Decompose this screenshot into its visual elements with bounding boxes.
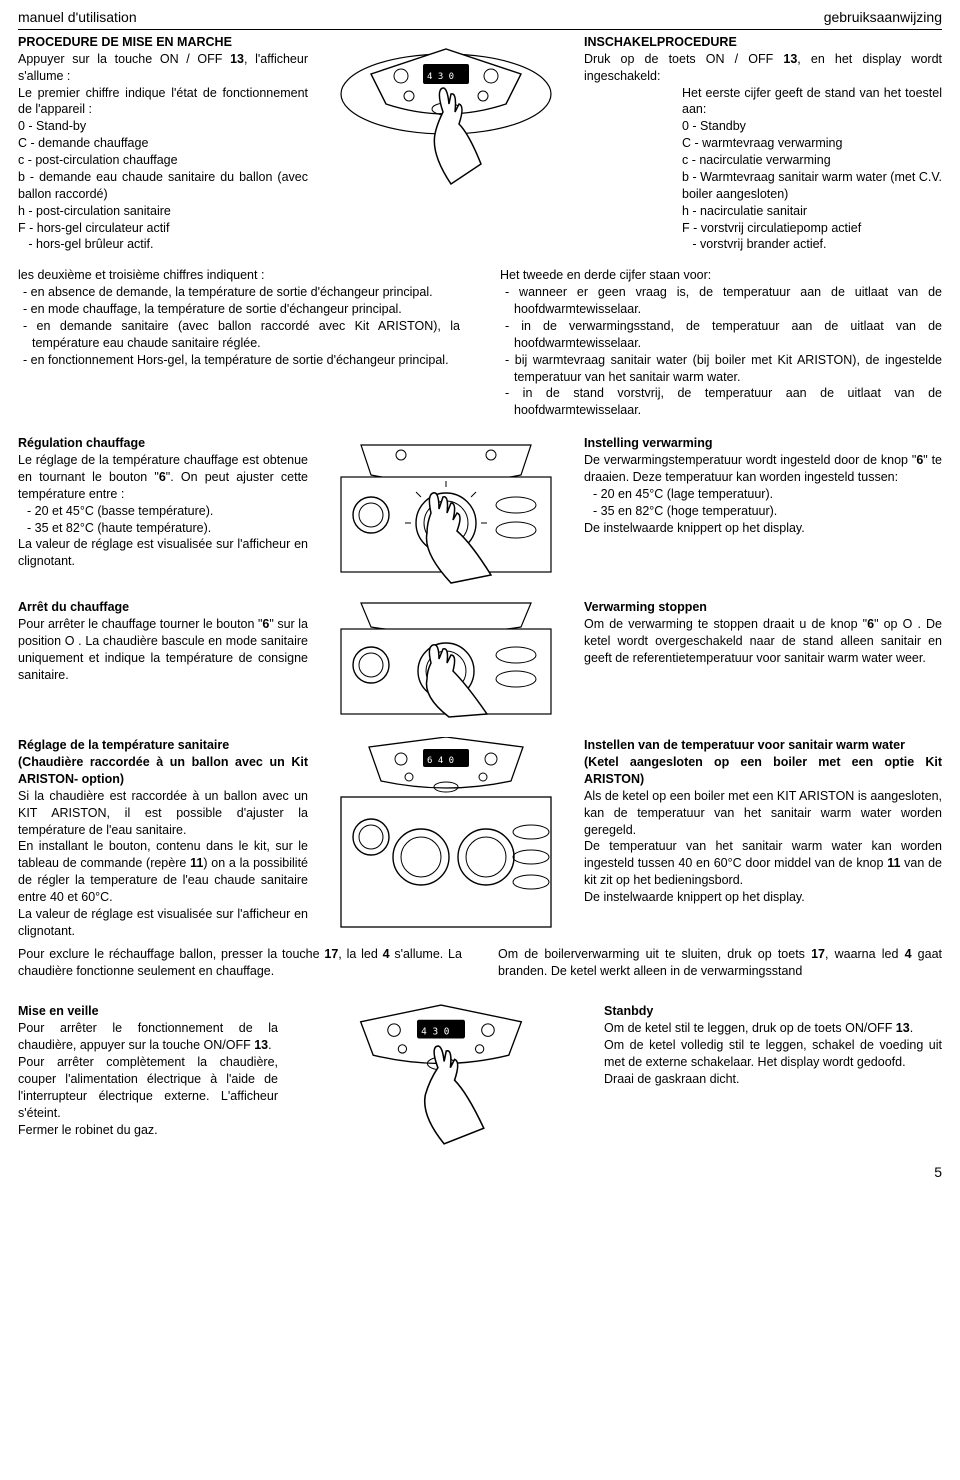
nl-startup-title: INSCHAKELPROCEDURE [584, 35, 737, 49]
header-right: gebruiksaanwijzing [824, 8, 942, 27]
diagram-heating-stop [316, 599, 576, 719]
section-sanitary-tail: Pour exclure le réchauffage ballon, pres… [18, 946, 942, 980]
knob-panel-icon [331, 435, 561, 585]
section-heating-stop: Arrêt du chauffage Pour arrêter le chauf… [18, 599, 942, 719]
knob-panel-icon [331, 599, 561, 719]
full-panel-icon: 6 4 0 [331, 737, 561, 937]
nl-heating-reg: Instelling verwarming De verwarmingstemp… [584, 435, 942, 585]
fr-heating-reg: Régulation chauffage Le réglage de la te… [18, 435, 308, 585]
section-startup: PROCEDURE DE MISE EN MARCHE Appuyer sur … [18, 34, 942, 253]
fr-sanitary: Réglage de la température sanitaire (Cha… [18, 737, 308, 940]
nl-sanitary: Instellen van de temperatuur voor sanita… [584, 737, 942, 940]
fr-startup: PROCEDURE DE MISE EN MARCHE Appuyer sur … [18, 34, 308, 253]
control-panel-icon: 4 3 0 [331, 34, 561, 194]
nl-standby: Stanbdy Om de ketel stil te leggen, druk… [604, 1003, 942, 1149]
fr-standby: Mise en veille Pour arrêter le fonctionn… [18, 1003, 278, 1149]
section-digits: les deuxième et troisième chiffres indiq… [18, 267, 942, 419]
page-header: manuel d'utilisation gebruiksaanwijzing [18, 8, 942, 30]
page-number: 5 [18, 1163, 942, 1182]
fr-sanitary-tail: Pour exclure le réchauffage ballon, pres… [18, 946, 462, 980]
diagram-sanitary: 6 4 0 [316, 737, 576, 940]
nl-startup: INSCHAKELPROCEDURE Druk op de toets ON /… [584, 34, 942, 253]
svg-text:6 4 0: 6 4 0 [427, 756, 454, 766]
diagram-startup: 4 3 0 [316, 34, 576, 253]
nl-heating-stop: Verwarming stoppen Om de verwarming te s… [584, 599, 942, 719]
fr-startup-title: PROCEDURE DE MISE EN MARCHE [18, 35, 232, 49]
section-sanitary: Réglage de la température sanitaire (Cha… [18, 737, 942, 940]
svg-text:4 3 0: 4 3 0 [427, 72, 454, 82]
header-left: manuel d'utilisation [18, 8, 137, 27]
diagram-standby: 4 3 0 [286, 1003, 596, 1149]
control-panel-icon: 4 3 0 [321, 1003, 561, 1149]
fr-heating-stop: Arrêt du chauffage Pour arrêter le chauf… [18, 599, 308, 719]
fr-digits: les deuxième et troisième chiffres indiq… [18, 267, 460, 419]
section-standby: Mise en veille Pour arrêter le fonctionn… [18, 1003, 942, 1149]
svg-text:4 3 0: 4 3 0 [421, 1027, 450, 1038]
diagram-heating-reg [316, 435, 576, 585]
nl-digits: Het tweede en derde cijfer staan voor: -… [500, 267, 942, 419]
nl-sanitary-tail: Om de boilerverwarming uit te sluiten, d… [498, 946, 942, 980]
section-heating-reg: Régulation chauffage Le réglage de la te… [18, 435, 942, 585]
